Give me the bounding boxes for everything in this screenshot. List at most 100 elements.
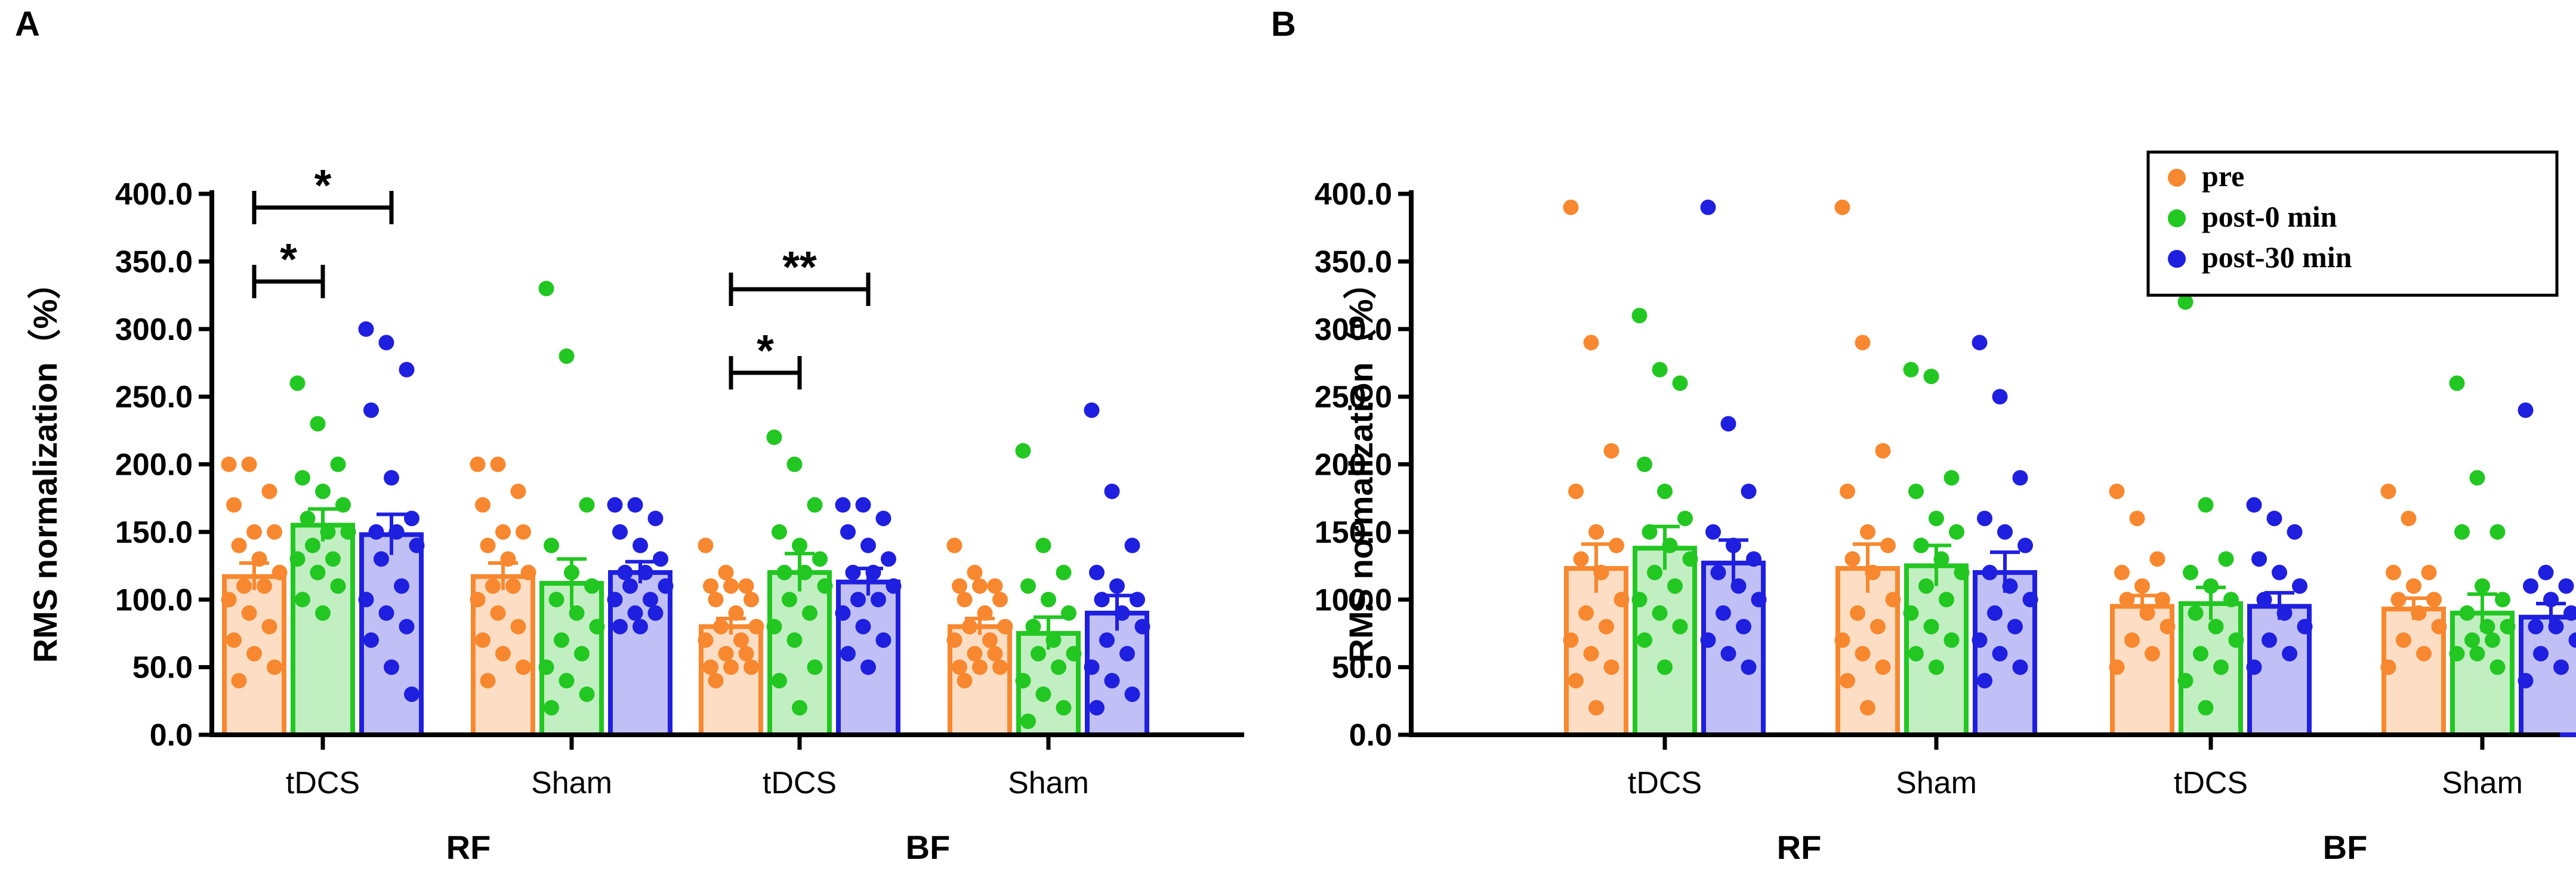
data-point-pre: [946, 632, 962, 648]
data-point-post30: [612, 618, 628, 635]
legend: pre post-0 min post-30 min: [2146, 150, 2559, 297]
category-label: Sham: [2442, 766, 2523, 800]
data-point-post30: [1720, 416, 1736, 432]
data-point-pre: [2155, 592, 2170, 608]
data-point-post0: [776, 564, 792, 580]
legend-label: post-30 min: [2202, 240, 2352, 274]
data-point-post30: [363, 632, 379, 648]
data-point-post30: [2282, 645, 2297, 661]
data-point-pre: [257, 578, 272, 594]
y-tick-label: 100.0: [1315, 583, 1392, 617]
data-point-post0: [315, 605, 331, 621]
data-point-pre: [2421, 564, 2437, 580]
data-point-post0: [289, 375, 306, 391]
data-point-post30: [850, 592, 866, 608]
data-point-post0: [2213, 659, 2229, 675]
data-point-post0: [554, 632, 569, 648]
panel-letter: B: [1271, 5, 1296, 44]
data-point-pre: [470, 592, 486, 608]
data-point-pre: [2134, 578, 2150, 594]
data-point-pre: [1850, 605, 1865, 621]
y-tick-label: 350.0: [115, 245, 193, 279]
y-tick-label: 250.0: [1315, 380, 1392, 415]
data-point-post30: [633, 537, 648, 553]
data-point-pre: [1614, 592, 1630, 608]
data-point-post30: [875, 511, 891, 527]
data-point-post0: [1035, 686, 1051, 702]
data-point-pre: [516, 524, 531, 540]
data-point-pre: [967, 564, 983, 580]
data-point-post30: [1084, 659, 1100, 675]
data-point-post0: [1903, 605, 1919, 621]
data-point-post30: [1997, 524, 2013, 540]
legend-label: pre: [2202, 159, 2244, 193]
y-tick-label: 400.0: [115, 177, 193, 212]
data-point-pre: [470, 456, 486, 472]
data-point-post0: [1918, 578, 1934, 594]
data-point-pre: [992, 659, 1008, 675]
data-point-pre: [967, 645, 983, 661]
data-point-post0: [2449, 375, 2465, 391]
data-point-post0: [2449, 645, 2465, 661]
data-point-post30: [1992, 389, 2008, 405]
data-point-post0: [792, 700, 807, 716]
data-point-post30: [875, 632, 891, 648]
data-point-post30: [363, 402, 379, 418]
data-point-pre: [962, 618, 977, 635]
y-tick-label: 100.0: [115, 583, 193, 617]
data-point-post30: [1982, 564, 1998, 580]
data-point-post30: [1124, 686, 1140, 702]
data-point-pre: [698, 632, 714, 648]
data-point-post30: [2528, 618, 2544, 635]
data-point-pre: [1834, 199, 1850, 215]
data-point-pre: [480, 673, 496, 689]
data-point-post0: [1657, 659, 1673, 675]
data-point-pre: [516, 659, 531, 675]
data-point-post30: [643, 592, 658, 608]
data-point-post0: [544, 700, 559, 716]
data-point-post0: [335, 497, 351, 513]
data-point-post0: [330, 456, 346, 472]
data-point-post0: [559, 348, 575, 364]
data-point-pre: [703, 659, 718, 675]
data-point-post30: [647, 511, 664, 527]
y-tick-label: 150.0: [115, 515, 193, 550]
data-point-post30: [1119, 645, 1135, 661]
data-point-post0: [1908, 483, 1924, 499]
data-point-pre: [520, 564, 536, 580]
data-point-post30: [835, 605, 851, 621]
data-point-post30: [1084, 402, 1100, 418]
data-point-post30: [358, 321, 374, 337]
category-label: tDCS: [1628, 766, 1702, 800]
data-point-pre: [2396, 632, 2411, 648]
data-point-post30: [2246, 659, 2262, 675]
data-point-post0: [2198, 497, 2214, 513]
data-point-post0: [2464, 632, 2480, 648]
data-point-post30: [622, 578, 638, 594]
data-point-post0: [1631, 308, 1648, 324]
data-point-pre: [267, 524, 282, 540]
panel-a: A RMS normalization（%） 0.0 50.0 100.0 150.0 20…: [15, 5, 1244, 866]
data-point-pre: [992, 592, 1008, 608]
data-point-post0: [1667, 578, 1683, 594]
legend-label: post-0 min: [2202, 200, 2337, 233]
data-point-post30: [886, 578, 902, 594]
data-point-post0: [1025, 618, 1041, 635]
category-label: Sham: [1896, 766, 1977, 800]
data-point-post0: [1672, 375, 1688, 391]
data-point-post30: [409, 537, 425, 553]
data-point-pre: [1573, 551, 1589, 567]
data-point-post0: [1015, 673, 1031, 689]
data-point-post30: [860, 659, 876, 675]
data-point-pre: [2159, 618, 2176, 635]
data-point-pre: [1583, 645, 1599, 661]
data-point-post0: [1015, 443, 1031, 459]
data-point-post0: [1943, 470, 1960, 486]
data-point-pre: [1578, 605, 1594, 621]
data-point-pre: [723, 578, 739, 594]
data-point-post30: [860, 537, 876, 553]
data-point-post0: [340, 524, 356, 540]
data-point-post30: [2007, 618, 2023, 635]
data-point-pre: [1568, 483, 1584, 499]
data-point-post30: [2251, 551, 2267, 567]
